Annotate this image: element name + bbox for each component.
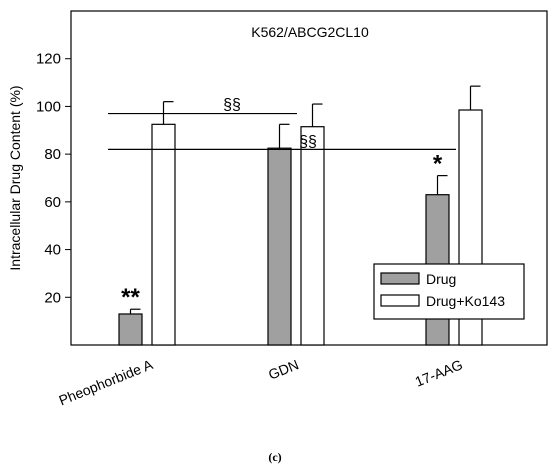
y-tick-label: 20 <box>44 289 61 306</box>
y-axis-label: Intracellular Drug Content (%) <box>7 85 23 270</box>
y-tick-label: 80 <box>44 146 61 163</box>
legend-swatch <box>380 272 420 285</box>
significance-label: §§ <box>223 97 241 114</box>
x-category-label: 17-AAG <box>413 356 465 389</box>
bar <box>300 126 325 346</box>
legend-label: Drug <box>426 271 456 287</box>
chart-title: K562/ABCG2CL10 <box>251 24 369 40</box>
x-category-label: Pheophorbide A <box>56 356 155 408</box>
y-tick-label: 120 <box>36 51 61 68</box>
significance-asterisk: ** <box>121 284 140 311</box>
y-tick-label: 100 <box>36 98 61 115</box>
figure-caption: (c) <box>268 450 282 464</box>
significance-asterisk: * <box>433 151 443 178</box>
bar <box>267 147 292 346</box>
x-category-label: GDN <box>266 356 301 382</box>
legend-swatch <box>380 294 420 307</box>
bar <box>151 123 176 346</box>
significance-label: §§ <box>299 133 317 150</box>
bar <box>118 313 143 346</box>
y-tick-label: 60 <box>44 194 61 211</box>
legend-label: Drug+Ko143 <box>426 293 505 309</box>
y-tick-label: 40 <box>44 242 61 259</box>
